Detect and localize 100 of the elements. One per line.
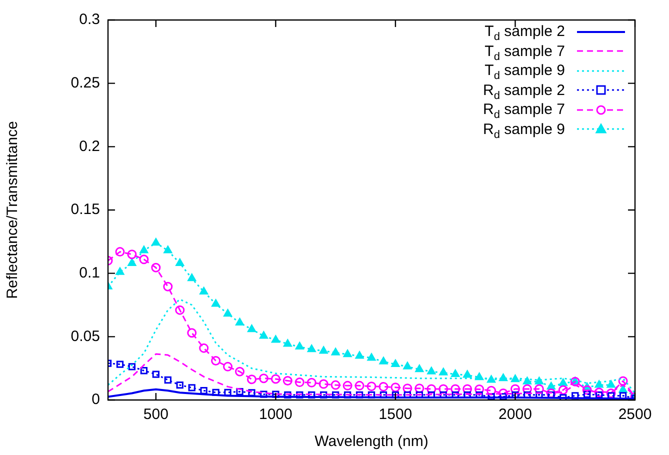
point: [403, 362, 412, 370]
point: [355, 351, 364, 359]
legend-label: T$_{d}$ sample 9: [484, 61, 565, 82]
point: [128, 258, 136, 266]
point: [415, 364, 424, 372]
point: [258, 374, 268, 384]
point: [270, 374, 280, 384]
point: [139, 254, 149, 264]
point: [499, 374, 508, 382]
point: [116, 267, 124, 275]
point: [320, 391, 328, 399]
point: [272, 390, 280, 398]
point: [248, 324, 256, 332]
point: [296, 391, 304, 399]
point: [211, 356, 221, 366]
y-tick-label: 0.2: [79, 138, 100, 155]
y-tick-label: 0.05: [70, 328, 100, 345]
point: [295, 342, 304, 350]
point: [152, 370, 160, 378]
point: [486, 386, 496, 396]
point: [246, 374, 256, 384]
point: [462, 384, 472, 394]
point: [344, 391, 352, 399]
point: [164, 246, 172, 254]
point: [380, 391, 388, 399]
point: [115, 247, 125, 257]
point: [511, 374, 520, 382]
point: [140, 367, 148, 374]
point: [128, 363, 136, 370]
point: [284, 391, 292, 399]
point: [367, 353, 376, 361]
point: [330, 380, 340, 390]
point: [487, 375, 496, 383]
point: [176, 381, 184, 389]
point: [510, 384, 520, 394]
point: [546, 382, 556, 390]
point: [116, 360, 124, 368]
point: [212, 299, 220, 307]
legend-label: T$_{d}$ sample 2: [484, 22, 565, 43]
point: [271, 335, 280, 343]
point: [379, 356, 388, 364]
point: [414, 384, 424, 394]
point: [584, 390, 591, 398]
point: [151, 262, 161, 272]
point: [390, 382, 400, 392]
point: [534, 384, 544, 394]
point: [392, 391, 400, 399]
point: [331, 348, 340, 356]
point: [260, 390, 268, 398]
point: [368, 391, 376, 399]
point: [236, 318, 244, 326]
y-tick-label: 0.25: [70, 74, 100, 92]
point: [224, 388, 232, 396]
point: [522, 384, 532, 394]
y-tick-label: 0.1: [79, 264, 100, 282]
point: [366, 382, 376, 392]
point: [522, 376, 532, 384]
point: [606, 388, 616, 398]
point: [152, 238, 160, 246]
point: [200, 387, 208, 394]
point: [594, 380, 604, 388]
point: [259, 331, 268, 339]
point: [546, 388, 556, 398]
point: [450, 384, 460, 394]
point: [248, 389, 256, 396]
x-tick-label: 1000: [258, 406, 292, 424]
point: [438, 384, 448, 394]
point: [224, 309, 232, 317]
legend-label: T$_{d}$ sample 7: [484, 42, 565, 62]
legend-label: R$_{d}$ sample 7: [482, 100, 565, 121]
point: [187, 328, 197, 338]
point: [319, 346, 328, 354]
y-tick-label: 0: [92, 391, 100, 408]
x-tick-label: 1500: [378, 406, 412, 424]
y-axis-title: Reflectance/Transmittance: [4, 121, 22, 299]
point: [164, 376, 172, 384]
point: [140, 246, 148, 254]
point: [188, 384, 196, 392]
point: [474, 384, 484, 394]
point: [378, 382, 388, 392]
point: [426, 384, 436, 394]
point: [439, 368, 448, 376]
point: [236, 388, 244, 396]
point: [463, 370, 472, 378]
point: [402, 384, 412, 394]
point: [572, 392, 579, 400]
point: [618, 376, 628, 386]
point: [308, 391, 316, 399]
point: [594, 388, 604, 398]
point: [391, 360, 400, 368]
point: [332, 391, 340, 399]
legend-label: R$_{d}$ sample 2: [482, 80, 565, 102]
legend-label: R$_{d}$ sample 9: [482, 120, 565, 140]
point: [356, 391, 364, 399]
x-tick-label: 2500: [618, 406, 652, 424]
point: [558, 378, 568, 386]
point: [200, 286, 208, 294]
point: [451, 370, 460, 378]
point: [282, 376, 292, 386]
point: [127, 250, 137, 260]
